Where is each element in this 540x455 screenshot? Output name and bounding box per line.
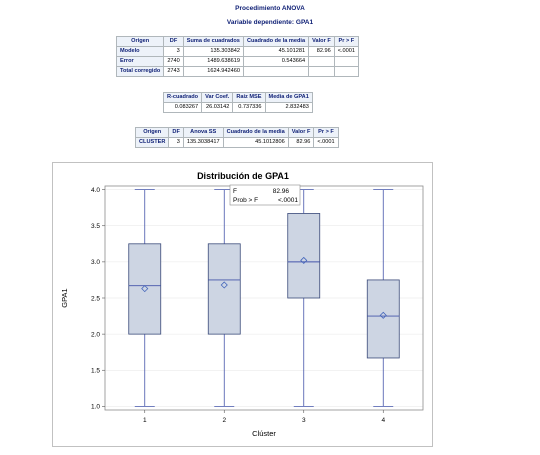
anova-row-label: Modelo bbox=[115, 46, 165, 57]
fit-table-header: R-cuadrado Var Coef. Raíz MSE Media de GPA1 bbox=[162, 92, 313, 103]
effect-header-col-1: DF bbox=[168, 127, 184, 138]
fit-cell: 26.03142 bbox=[201, 102, 234, 113]
anova-row: Modelo 3 135.303842 45.101281 82.96 <.0001 bbox=[115, 46, 360, 57]
anova-cell: <.0001 bbox=[333, 46, 360, 57]
y-tick-label: 2.0 bbox=[91, 331, 100, 338]
y-tick-label: 2.5 bbox=[91, 295, 100, 302]
box-2 bbox=[207, 189, 241, 407]
anova-table-body: Modelo 3 135.303842 45.101281 82.96 <.0001 Err… bbox=[115, 46, 360, 77]
effect-cell: 3 bbox=[168, 137, 184, 148]
anova-cell bbox=[308, 66, 335, 77]
anova-cell: 1624.942460 bbox=[182, 66, 244, 77]
effect-header-col-2: Anova SS bbox=[182, 127, 224, 138]
fit-cell: 0.737336 bbox=[232, 102, 266, 113]
anova-header-col-4: Valor F bbox=[308, 36, 335, 47]
x-axis-label: Clúster bbox=[252, 429, 276, 438]
y-tick-label: 1.0 bbox=[91, 404, 100, 411]
effect-cell: 135.3038417 bbox=[182, 137, 224, 148]
anova-cell bbox=[333, 66, 360, 77]
anova-cell: 135.303842 bbox=[182, 46, 244, 57]
anova-cell: 2743 bbox=[163, 66, 184, 77]
anova-cell: 0.543664 bbox=[242, 56, 310, 67]
x-tick-label: 1 bbox=[143, 417, 147, 424]
y-axis-label: GPA1 bbox=[60, 288, 69, 307]
y-tick-label: 4.0 bbox=[91, 187, 100, 194]
anova-row: Total corregido 2743 1624.942460 bbox=[115, 66, 360, 77]
fit-header-col-1: Var Coef. bbox=[201, 92, 234, 103]
iqr-box bbox=[207, 243, 241, 335]
dependent-variable-label: Variable dependiente: GPA1 bbox=[226, 19, 314, 26]
effect-header-col-4: Valor F bbox=[287, 127, 315, 138]
box-4 bbox=[366, 189, 400, 407]
fit-cell: 0.083267 bbox=[162, 102, 203, 113]
y-tick-label: 1.5 bbox=[91, 368, 100, 375]
anova-cell: 3 bbox=[163, 46, 184, 57]
effect-table-header: Origen DF Anova SS Cuadrado de la media Valo… bbox=[134, 127, 339, 138]
iqr-box bbox=[366, 279, 400, 359]
anova-header-col-1: DF bbox=[163, 36, 184, 47]
anova-row: Error 2740 1489.638619 0.543664 bbox=[115, 56, 360, 67]
mean-marker bbox=[300, 256, 308, 264]
x-tick-label: 3 bbox=[302, 417, 306, 424]
effect-cell: <.0001 bbox=[313, 137, 339, 148]
procedure-title: Procedimiento ANOVA bbox=[235, 5, 305, 12]
box-series bbox=[128, 189, 400, 407]
anova-row-label: Total corregido bbox=[115, 66, 165, 77]
anova-header-col-5: Pr > F bbox=[333, 36, 360, 47]
inset-f-label: F bbox=[233, 188, 237, 195]
inset-box bbox=[229, 184, 301, 206]
anova-cell: 45.101281 bbox=[242, 46, 310, 57]
effect-header-col-3: Cuadrado de la media bbox=[222, 127, 289, 138]
fit-statistics-table: R-cuadrado Var Coef. Raíz MSE Media de GPA1… bbox=[162, 92, 313, 113]
mean-marker bbox=[379, 311, 387, 319]
x-axis: 1 2 3 4 bbox=[143, 410, 385, 424]
anova-cell bbox=[242, 66, 310, 77]
anova-cell bbox=[333, 56, 360, 67]
effect-header-col-5: Pr > F bbox=[313, 127, 339, 138]
fit-cell: 2.832483 bbox=[264, 102, 313, 113]
anova-header-col-3: Cuadrado de la media bbox=[242, 36, 310, 47]
boxplot-panel: Distribución de GPA1 1.0 1.5 2.0 2.5 3.0 3.5 4… bbox=[52, 162, 433, 447]
box-1 bbox=[128, 189, 162, 407]
effect-table-row: CLUSTER 3 135.3038417 45.1012806 82.96 <.0001 bbox=[134, 137, 339, 148]
y-tick-label: 3.0 bbox=[91, 259, 100, 266]
anova-header-col-0: Origen bbox=[115, 36, 165, 47]
box-3 bbox=[287, 189, 321, 407]
mean-marker bbox=[220, 281, 228, 289]
effect-cell: 45.1012806 bbox=[222, 137, 289, 148]
x-tick-label: 4 bbox=[381, 417, 385, 424]
anova-row-label: Error bbox=[115, 56, 165, 67]
anova-cell: 1489.638619 bbox=[182, 56, 244, 67]
anova-table: Origen DF Suma de cuadrados Cuadrado de la … bbox=[115, 36, 360, 77]
iqr-box bbox=[128, 243, 162, 335]
x-tick-label: 2 bbox=[222, 417, 226, 424]
anova-header-col-2: Suma de cuadrados bbox=[182, 36, 244, 47]
f-stat-inset: F 82.96 Prob > F <.0001 bbox=[229, 184, 301, 206]
fit-header-col-0: R-cuadrado bbox=[162, 92, 203, 103]
anova-table-header: Origen DF Suma de cuadrados Cuadrado de la … bbox=[115, 36, 360, 47]
effect-cell: 82.96 bbox=[287, 137, 315, 148]
effect-header-col-0: Origen bbox=[134, 127, 170, 138]
inset-f-value: 82.96 bbox=[273, 188, 290, 195]
iqr-box bbox=[287, 213, 321, 299]
inset-p-value: <.0001 bbox=[278, 197, 298, 204]
inset-p-label: Prob > F bbox=[233, 197, 258, 204]
effect-table: Origen DF Anova SS Cuadrado de la media Valo… bbox=[134, 127, 339, 148]
y-axis: 1.0 1.5 2.0 2.5 3.0 3.5 4.0 bbox=[91, 187, 105, 411]
boxplot-chart: Distribución de GPA1 1.0 1.5 2.0 2.5 3.0 3.5 4… bbox=[60, 171, 424, 438]
fit-header-col-2: Raíz MSE bbox=[232, 92, 266, 103]
y-tick-label: 3.5 bbox=[91, 223, 100, 230]
fit-header-col-3: Media de GPA1 bbox=[264, 92, 313, 103]
anova-cell: 2740 bbox=[163, 56, 184, 67]
anova-cell bbox=[308, 56, 335, 67]
chart-title: Distribución de GPA1 bbox=[197, 171, 289, 181]
mean-marker bbox=[141, 285, 149, 293]
fit-table-row: 0.083267 26.03142 0.737336 2.832483 bbox=[162, 102, 313, 113]
effect-row-label: CLUSTER bbox=[134, 137, 170, 148]
anova-cell: 82.96 bbox=[308, 46, 335, 57]
